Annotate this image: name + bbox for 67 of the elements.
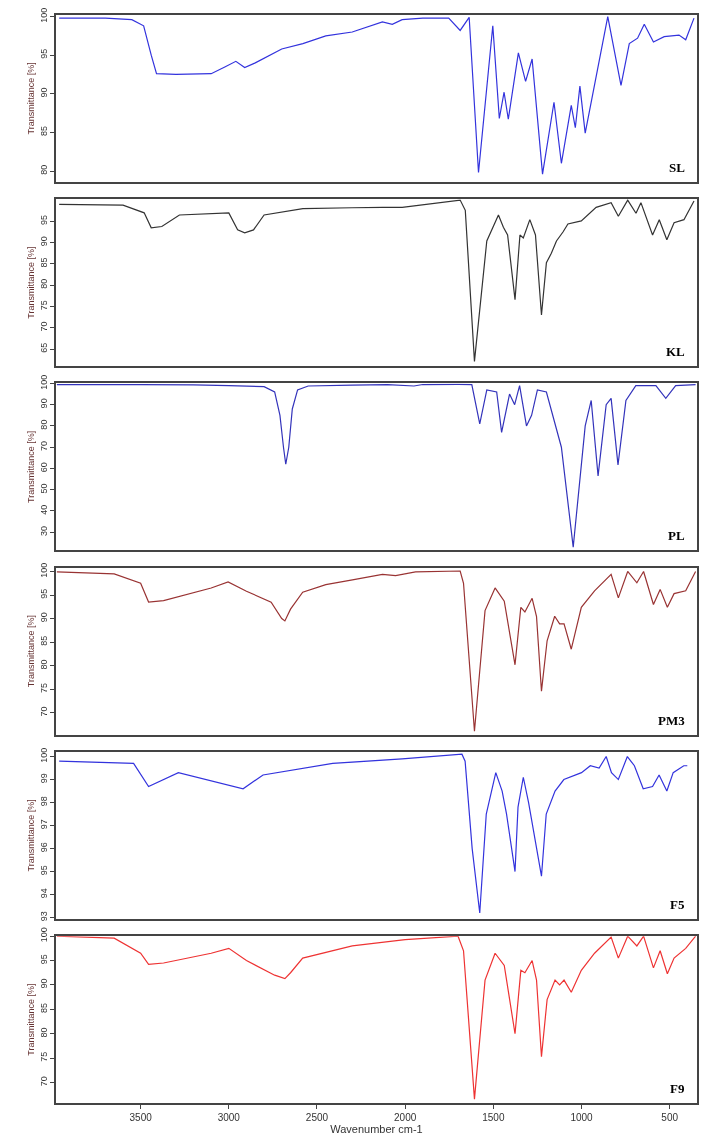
y-tick-label: 85 <box>38 257 49 268</box>
y-tick-label: 70 <box>38 1076 49 1087</box>
y-tick-label: 95 <box>38 954 49 965</box>
y-tick-label: 100 <box>38 562 49 578</box>
line-series <box>58 15 695 175</box>
y-tick-label: 80 <box>38 164 49 175</box>
y-tick-label: 70 <box>38 321 49 332</box>
y-tick-label: 75 <box>38 1051 49 1062</box>
x-tick-label: 1500 <box>482 1111 505 1123</box>
x-tick-label: 1000 <box>570 1111 594 1123</box>
y-axis-title: Transmittance [%] <box>26 983 37 1056</box>
y-axis-title: Transmittance [%] <box>26 62 37 135</box>
y-tick-label: 100 <box>38 927 49 943</box>
y-tick-label: 98 <box>38 796 49 807</box>
y-tick-label: 70 <box>38 706 49 717</box>
text: PM3 <box>658 713 686 728</box>
y-tick-label: 60 <box>38 462 49 473</box>
y-tick-label: 85 <box>38 1002 49 1013</box>
y-tick-label: 80 <box>38 659 49 670</box>
x-tick-label: 500 <box>661 1111 679 1123</box>
y-tick-label: 100 <box>38 7 49 23</box>
line-series <box>56 570 697 732</box>
text: F5 <box>670 897 685 912</box>
y-tick-label: 80 <box>38 1027 49 1038</box>
y-axis-title: Transmittance [%] <box>26 430 37 503</box>
line-series <box>58 753 688 914</box>
y-tick-label: 93 <box>38 911 49 922</box>
x-tick-label: 3500 <box>129 1111 153 1123</box>
y-tick-label: 100 <box>38 747 49 763</box>
y-axis-title: Transmittance [%] <box>26 615 37 688</box>
y-tick-label: 97 <box>38 819 49 830</box>
text: KL <box>666 344 686 359</box>
y-tick-label: 70 <box>38 440 49 451</box>
line-series <box>58 199 695 362</box>
y-tick-label: 40 <box>38 504 49 515</box>
y-tick-label: 95 <box>38 865 49 876</box>
y-tick-label: 95 <box>38 48 49 59</box>
x-axis-title: Wavenumber cm-1 <box>330 1122 423 1135</box>
line-series <box>56 383 697 548</box>
x-tick-label: 3000 <box>217 1111 241 1123</box>
y-tick-label: 90 <box>38 612 49 623</box>
y-tick-label: 65 <box>38 342 49 353</box>
text: F9 <box>670 1081 685 1096</box>
y-tick-label: 75 <box>38 682 49 693</box>
y-axis-title: Transmittance [%] <box>26 799 37 872</box>
x-tick-label: 2000 <box>394 1111 417 1123</box>
y-tick-label: 95 <box>38 588 49 599</box>
y-tick-label: 50 <box>38 483 49 494</box>
y-axis-title: Transmittance [%] <box>26 246 37 319</box>
y-tick-label: 90 <box>38 978 49 989</box>
y-tick-label: 80 <box>38 419 49 430</box>
y-tick-label: 75 <box>38 300 49 311</box>
text: SL <box>669 160 686 175</box>
y-tick-label: 95 <box>38 215 49 226</box>
y-tick-label: 90 <box>38 236 49 247</box>
y-tick-label: 30 <box>38 525 49 536</box>
y-tick-label: 99 <box>38 773 49 784</box>
y-tick-label: 94 <box>38 888 49 899</box>
text: PL <box>668 528 685 543</box>
y-tick-label: 90 <box>38 398 49 409</box>
y-tick-label: 96 <box>38 842 49 853</box>
y-tick-label: 80 <box>38 278 49 289</box>
y-tick-label: 85 <box>38 126 49 137</box>
y-tick-label: 100 <box>38 374 49 390</box>
y-tick-label: 90 <box>38 87 49 98</box>
x-tick-label: 2500 <box>305 1111 329 1123</box>
y-tick-label: 85 <box>38 635 49 646</box>
